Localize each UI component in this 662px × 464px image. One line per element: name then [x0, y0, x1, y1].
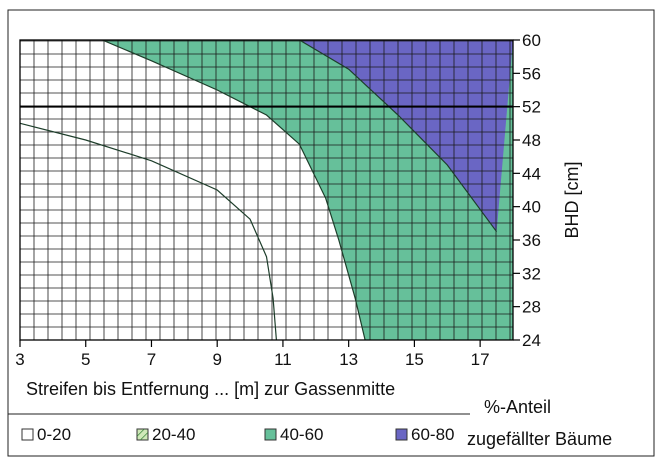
- x-tick-label: 7: [147, 350, 156, 369]
- legend-swatch-40-60: [264, 428, 277, 441]
- y-tick-label: 36: [522, 231, 541, 250]
- x-tick-label: 15: [405, 350, 424, 369]
- legend-title-line-2: zugefällter Bäume: [467, 429, 612, 449]
- legend-swatch-hatch: [137, 429, 148, 440]
- y-axis-label: BHD [cm]: [562, 161, 582, 238]
- x-tick-label: 3: [15, 350, 24, 369]
- x-tick-label: 17: [471, 350, 490, 369]
- x-axis: 3 5 7 9 11 13 15 17: [15, 340, 490, 369]
- legend: 0-20 20-40 40-60 60-80: [21, 425, 454, 444]
- y-tick-label: 44: [522, 164, 541, 183]
- x-tick-label: 5: [81, 350, 90, 369]
- x-axis-label: Streifen bis Entfernung ... [m] zur Gass…: [26, 379, 395, 399]
- y-axis: 24 28 32 36 40 44 48 52 56 60: [513, 31, 541, 350]
- y-tick-label: 24: [522, 331, 541, 350]
- legend-title-line-1: %-Anteil: [484, 397, 551, 417]
- region-0-20-top: [20, 123, 277, 340]
- boundary-1: [101, 40, 366, 340]
- plot-areas: [20, 40, 513, 340]
- x-tick-label: 9: [212, 350, 221, 369]
- y-tick-label: 56: [522, 64, 541, 83]
- boundary-0: [20, 122, 277, 340]
- region-60-80: [299, 40, 513, 232]
- legend-swatch-60-80: [395, 428, 408, 441]
- legend-label-20-40: 20-40: [152, 425, 195, 444]
- outer-border: [7, 9, 655, 457]
- legend-label-60-80: 60-80: [411, 425, 454, 444]
- legend-swatch-0-20: [21, 428, 34, 441]
- boundary-2: [299, 40, 498, 233]
- y-tick-label: 48: [522, 131, 541, 150]
- x-tick-label: 11: [274, 350, 292, 369]
- y-tick-label: 52: [522, 98, 541, 117]
- y-tick-label: 40: [522, 198, 541, 217]
- legend-label-0-20: 0-20: [37, 425, 71, 444]
- plot-border: [19, 39, 514, 341]
- y-tick-label: 28: [522, 298, 541, 317]
- y-tick-label: 60: [522, 31, 541, 50]
- y-tick-label: 32: [522, 264, 541, 283]
- legend-label-40-60: 40-60: [280, 425, 323, 444]
- boundaries: [20, 40, 498, 340]
- x-tick-label: 13: [339, 350, 358, 369]
